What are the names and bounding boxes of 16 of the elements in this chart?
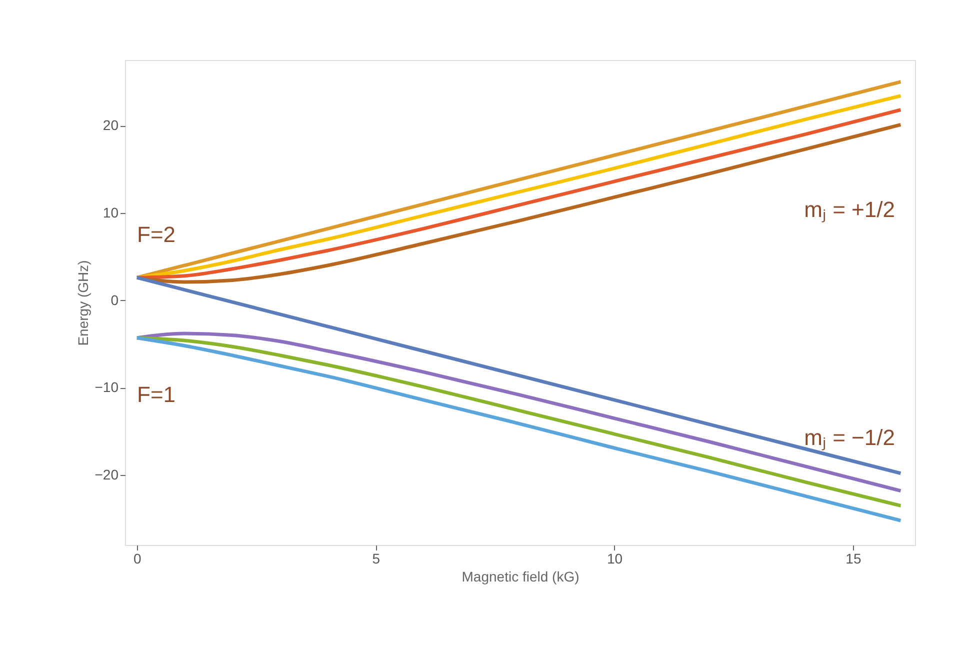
annotation: F=1 bbox=[137, 382, 176, 407]
y-tick-label: −20 bbox=[94, 466, 119, 483]
x-tick-label: 5 bbox=[372, 550, 380, 566]
annotation: mⱼ = +1/2 bbox=[804, 197, 895, 223]
y-tick-label: 20 bbox=[102, 117, 119, 134]
annotation: F=2 bbox=[137, 222, 176, 247]
x-axis-title: Magnetic field (kG) bbox=[462, 568, 580, 584]
y-tick-label: 10 bbox=[102, 204, 119, 220]
x-tick-label: 10 bbox=[606, 550, 623, 566]
annotation: mⱼ = −1/2 bbox=[804, 425, 895, 451]
line-series bbox=[135, 276, 902, 476]
y-axis-title: Energy (GHz) bbox=[74, 260, 91, 346]
y-tick-label: −10 bbox=[94, 379, 119, 396]
x-tick-label: 0 bbox=[134, 550, 142, 566]
y-tick-label: 0 bbox=[110, 292, 119, 308]
x-tick-label: 15 bbox=[846, 550, 862, 566]
